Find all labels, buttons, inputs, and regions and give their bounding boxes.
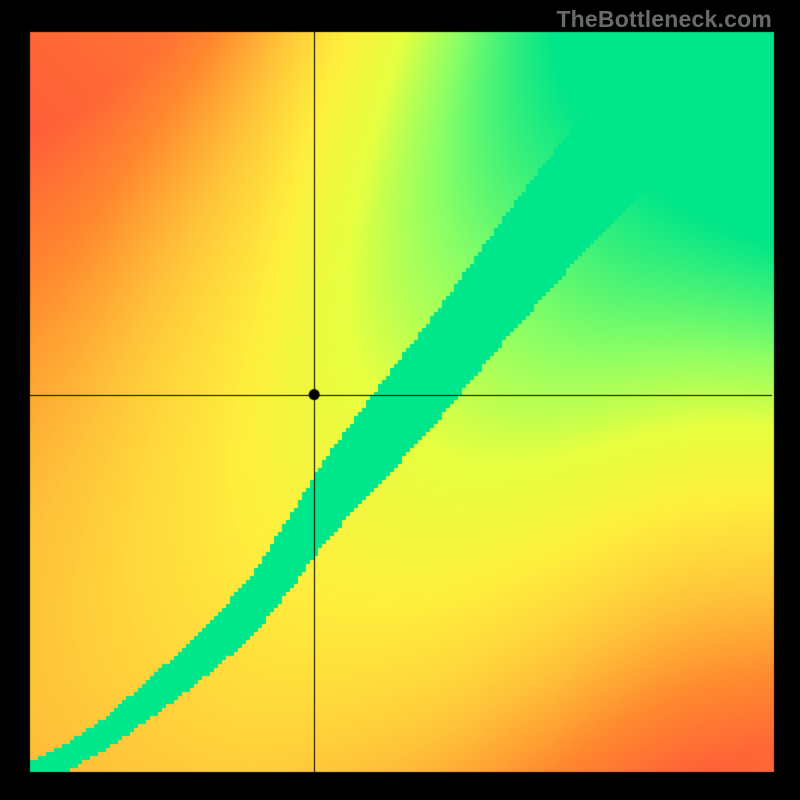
heatmap-canvas — [0, 0, 800, 800]
watermark-text: TheBottleneck.com — [556, 6, 772, 33]
figure-container: TheBottleneck.com — [0, 0, 800, 800]
